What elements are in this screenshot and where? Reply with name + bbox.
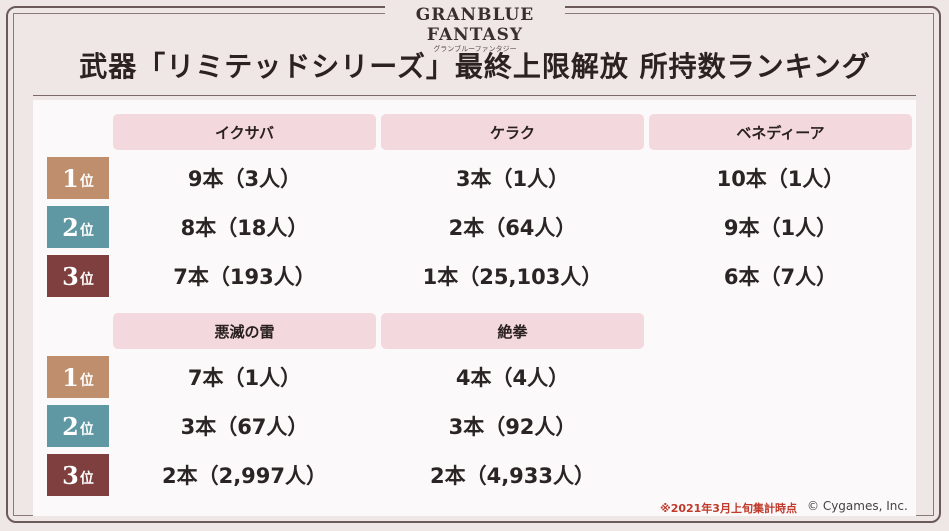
table-cell: 3本（1人）: [455, 167, 570, 191]
table-cell: 2本（64人）: [448, 216, 577, 240]
logo-main-text: GRANBLUE FANTASY: [415, 5, 535, 45]
column-header-ikusaba: イクサバ: [113, 114, 376, 150]
tally-date-note: ※2021年3月上旬集計時点: [660, 502, 797, 515]
title-divider: [33, 95, 916, 96]
table-cell: 7本（1人）: [187, 366, 302, 390]
table-cell: 8本（18人）: [180, 216, 309, 240]
column-header-akumetsu-no-ikazuchi: 悪滅の雷: [113, 313, 376, 349]
rank-suffix: 位: [79, 223, 94, 239]
table-cell: 3本（92人）: [448, 415, 577, 439]
table-cell: 6本（7人）: [723, 265, 838, 289]
table-cell: 10本（1人）: [716, 167, 845, 191]
game-logo: GRANBLUE FANTASY グランブルーファンタジー: [385, 2, 565, 53]
table-cell: 3本（67人）: [180, 415, 309, 439]
rank-number: 1: [62, 362, 79, 392]
rank-number: 3: [62, 460, 79, 490]
table-cell: 9本（1人）: [723, 216, 838, 240]
rank-number: 2: [62, 411, 79, 441]
rank-suffix: 位: [79, 272, 94, 288]
table-cell: 2本（4,933人）: [429, 464, 596, 488]
rank-number: 3: [62, 261, 79, 291]
column-header-benedia: ベネディーア: [649, 114, 912, 150]
rank-number: 1: [62, 163, 79, 193]
logo-sub-text: グランブルーファンタジー: [433, 45, 517, 53]
page-title: 武器「リミテッドシリーズ」最終上限解放 所持数ランキング: [79, 50, 871, 83]
table-cell: 2本（2,997人）: [161, 464, 328, 488]
table-cell: 9本（3人）: [187, 167, 302, 191]
ranking-panel: [33, 100, 916, 516]
column-header-zekken: 絶拳: [381, 313, 644, 349]
rank-suffix: 位: [79, 373, 94, 389]
column-header-keraku: ケラク: [381, 114, 644, 150]
table-cell: 4本（4人）: [455, 366, 570, 390]
table-cell: 1本（25,103人）: [422, 265, 603, 289]
rank-number: 2: [62, 212, 79, 242]
rank-suffix: 位: [79, 422, 94, 438]
copyright-text: © Cygames, Inc.: [807, 499, 908, 513]
rank-suffix: 位: [79, 471, 94, 487]
rank-suffix: 位: [79, 174, 94, 190]
table-cell: 7本（193人）: [173, 265, 316, 289]
